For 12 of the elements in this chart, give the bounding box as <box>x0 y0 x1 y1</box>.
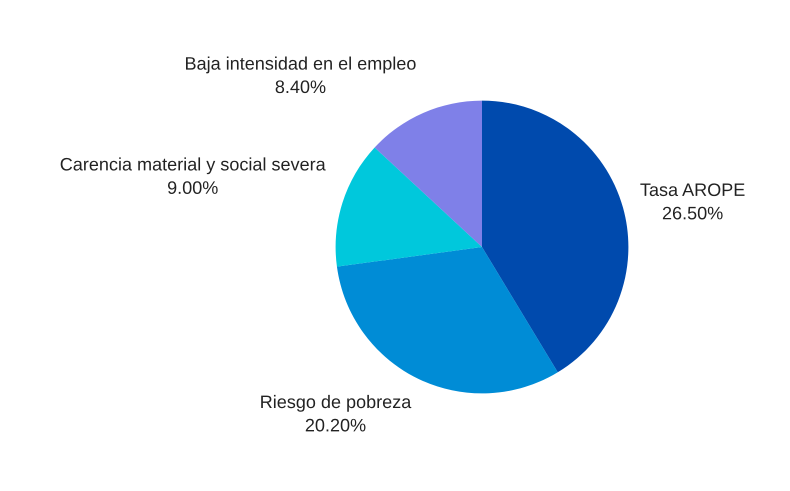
data-label: 26.50% <box>662 206 723 220</box>
slice-label: Carencia material y social severa <box>60 157 326 174</box>
pie-slice <box>336 147 482 267</box>
slice-label: Tasa AROPE <box>640 183 745 196</box>
pie-slice <box>374 100 482 247</box>
slice-label: Riesgo de pobreza <box>261 394 412 412</box>
pie-slice <box>336 247 558 394</box>
slice-label: Baja intensidad en el empleo <box>186 56 416 74</box>
data-label: 9.00% <box>168 181 218 194</box>
pie-slice <box>482 100 628 372</box>
data-label: 8.40% <box>276 80 326 94</box>
data-label: 20.20% <box>306 418 366 432</box>
